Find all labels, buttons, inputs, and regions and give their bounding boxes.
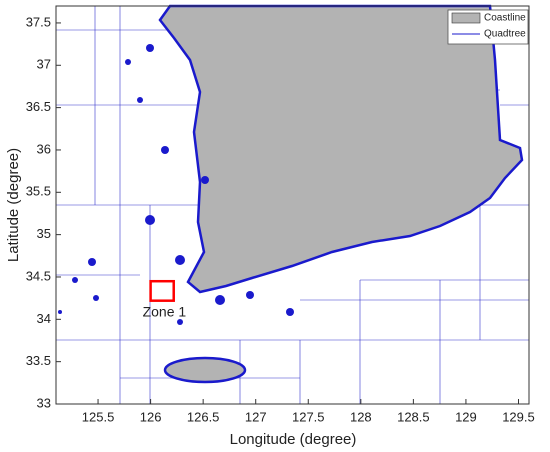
x-tick-label: 129.5 bbox=[502, 409, 535, 424]
x-tick-label: 127 bbox=[245, 409, 267, 424]
y-tick-label: 34.5 bbox=[26, 268, 51, 283]
zone-box bbox=[149, 279, 175, 302]
x-tick-label: 126.5 bbox=[187, 409, 220, 424]
x-axis-label: Longitude (degree) bbox=[230, 431, 357, 448]
y-tick-label: 37 bbox=[37, 57, 51, 72]
islands bbox=[58, 44, 294, 325]
x-tick-label: 128 bbox=[350, 409, 372, 424]
y-axis-label: Latitude (degree) bbox=[5, 148, 22, 262]
coastline-jeju bbox=[163, 356, 247, 384]
x-tick-label: 127.5 bbox=[292, 409, 325, 424]
x-tick-label: 126 bbox=[140, 409, 162, 424]
x-tick-label: 128.5 bbox=[397, 409, 430, 424]
y-tick-label: 35.5 bbox=[26, 184, 51, 199]
x-tick-label: 129 bbox=[455, 409, 477, 424]
legend-label: Quadtree bbox=[484, 29, 526, 40]
coastline-mainland bbox=[158, 4, 524, 294]
legend-swatch bbox=[451, 12, 481, 24]
y-tick-label: 34 bbox=[37, 311, 51, 326]
y-tick-label: 36 bbox=[37, 141, 51, 156]
y-tick-label: 37.5 bbox=[26, 14, 51, 29]
legend-label: Coastline bbox=[484, 13, 526, 24]
y-tick-label: 36.5 bbox=[26, 99, 51, 114]
x-tick-label: 125.5 bbox=[82, 409, 115, 424]
y-tick-label: 33.5 bbox=[26, 353, 51, 368]
plot-frame bbox=[55, 5, 530, 405]
y-tick-label: 33 bbox=[37, 395, 51, 410]
y-tick-label: 35 bbox=[37, 226, 51, 241]
zone-label: Zone 1 bbox=[143, 303, 187, 319]
